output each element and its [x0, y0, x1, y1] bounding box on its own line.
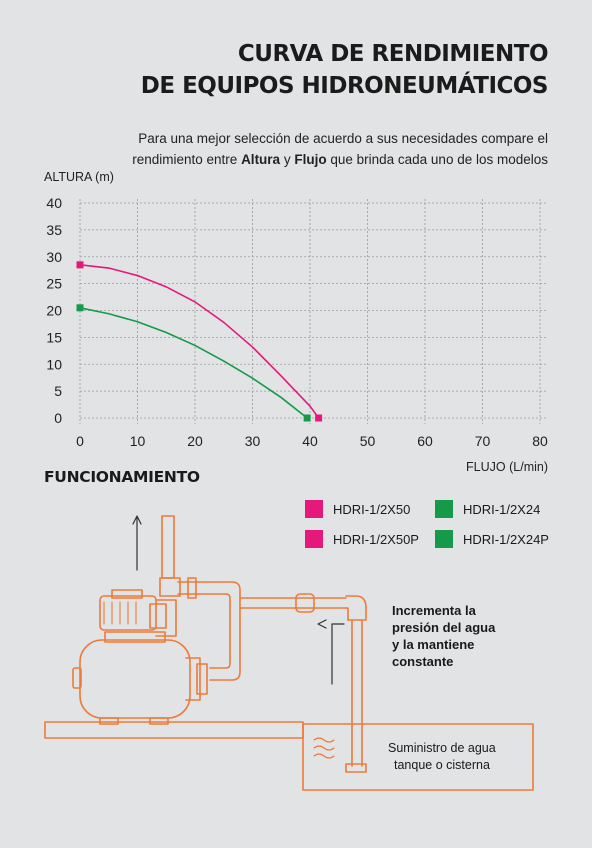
return-arrow [317, 619, 345, 685]
note-line-2: presión del agua [392, 620, 496, 635]
intro-line-2-pre: rendimiento entre [132, 152, 242, 167]
y-tick-label: 25 [46, 276, 62, 292]
x-tick-label: 20 [187, 433, 203, 449]
x-tick-label: 10 [130, 433, 146, 449]
note-line-3: y la mantiene [392, 637, 475, 652]
supply-label: Suministro de agua tanque o cisterna [388, 740, 496, 774]
y-tick-label: 20 [46, 303, 62, 319]
legend-item-hdri-50p: HDRI-1/2X50P [305, 530, 419, 548]
discharge-pipe [161, 515, 175, 579]
series-end-marker-0 [315, 414, 323, 422]
legend-item-hdri-24p: HDRI-1/2X24P [435, 530, 549, 548]
intro-line-2-post: que brinda cada uno de los modelos [326, 152, 548, 167]
foot-valve [345, 763, 367, 773]
title-line-1: CURVA DE RENDIMIENTO [237, 41, 549, 67]
intro-line-2-mid: y [280, 152, 295, 167]
intro-line-2: rendimiento entre Altura y Flujo que bri… [88, 149, 548, 170]
suction-pipe [177, 581, 241, 681]
series-end-marker-1 [303, 414, 311, 422]
intro-bold-altura: Altura [241, 152, 281, 167]
legend-swatch [435, 530, 453, 548]
legend-swatch [435, 500, 453, 518]
y-tick-label: 15 [46, 329, 62, 345]
legend-label: HDRI-1/2X50 [333, 501, 411, 517]
x-tick-label: 30 [245, 433, 261, 449]
page-title: CURVA DE RENDIMIENTO DE EQUIPOS HIDRONEU… [140, 38, 549, 102]
x-tick-label: 0 [76, 433, 84, 449]
y-tick-label: 10 [46, 356, 62, 372]
x-tick-label: 70 [475, 433, 491, 449]
up-arrow [132, 515, 142, 571]
y-tick-label: 0 [54, 410, 62, 426]
legend-swatch [305, 530, 323, 548]
note-line-4: constante [392, 654, 454, 669]
series-line-0 [79, 264, 320, 419]
legend-label: HDRI-1/2X50P [333, 531, 419, 547]
pressure-tank [72, 631, 208, 725]
legend-label: HDRI-1/2X24 [463, 501, 541, 517]
y-tick-label: 30 [46, 249, 62, 265]
legend-item-hdri-24: HDRI-1/2X24 [435, 500, 540, 518]
pipe-elbow [345, 595, 367, 621]
y-tick-label: 35 [46, 222, 62, 238]
note-line-1: Incrementa la [392, 603, 476, 618]
x-tick-label: 50 [360, 433, 376, 449]
legend-label: HDRI-1/2X24P [463, 531, 549, 547]
ground-slab [44, 721, 304, 739]
pipe-union [187, 577, 197, 599]
legend-swatch [305, 500, 323, 518]
x-tick-label: 40 [302, 433, 318, 449]
x-tick-label: 60 [417, 433, 433, 449]
series-start-marker-1 [76, 304, 84, 312]
intake-pipe [351, 619, 363, 767]
intro-line-1: Para una mejor selección de acuerdo a su… [138, 131, 548, 146]
intro-text: Para una mejor selección de acuerdo a su… [88, 128, 548, 170]
pump-motor [99, 577, 181, 637]
y-axis-label: ALTURA (m) [44, 170, 114, 184]
x-axis-label: FLUJO (L/min) [466, 460, 548, 474]
performance-chart: 0 5 10 15 20 25 30 35 40 0 10 20 30 40 50 60 70 80 [46, 195, 548, 449]
pump-illustration [44, 515, 534, 791]
series-start-marker-0 [76, 261, 84, 269]
supply-pipe [239, 597, 347, 609]
supply-line-1: Suministro de agua [388, 741, 496, 755]
water-icon [313, 737, 335, 759]
section-title: FUNCIONAMIENTO [44, 468, 200, 486]
series-line-1 [79, 307, 308, 419]
supply-line-2: tanque o cisterna [394, 758, 490, 772]
pipe-valve [295, 593, 315, 613]
cistern-outline [302, 723, 534, 791]
x-tick-label: 80 [532, 433, 548, 449]
intro-bold-flujo: Flujo [294, 152, 327, 167]
title-line-2: DE EQUIPOS HIDRONEUMÁTICOS [140, 73, 549, 99]
y-tick-label: 5 [54, 383, 62, 399]
legend-item-hdri-50: HDRI-1/2X50 [305, 500, 410, 518]
pressure-note: Incrementa la presión del agua y la mant… [392, 602, 495, 670]
y-tick-label: 40 [46, 195, 62, 211]
